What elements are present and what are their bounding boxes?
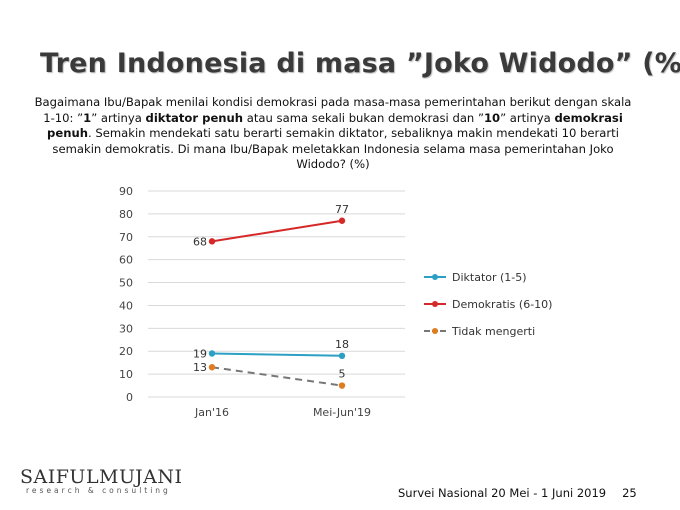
- y-tick-label: 0: [126, 391, 133, 404]
- data-point: [208, 350, 216, 357]
- data-point: [208, 364, 216, 371]
- data-point: [338, 382, 346, 389]
- legend-item: Demokratis (6-10): [424, 295, 552, 313]
- y-tick-label: 30: [119, 322, 133, 335]
- y-tick-label: 20: [119, 345, 133, 358]
- legend-swatch: [424, 274, 446, 280]
- question-part: Bagaimana Ibu/Bapak menilai kondisi demo…: [34, 95, 632, 125]
- slide-title: Tren Indonesia di masa ”Joko Widodo” (%): [40, 48, 680, 79]
- footer: Survei Nasional 20 Mei - 1 Juni 2019 25: [398, 486, 637, 500]
- line-chart: 0 10 20 30 40 50 60 70 80 90 Jan'16 Mei-Jun'19 19 18 6…: [119, 185, 405, 419]
- series-line: [211, 366, 343, 387]
- logo-subtitle: research & consulting: [26, 486, 171, 495]
- data-label: 5: [339, 368, 346, 381]
- y-tick-label: 40: [119, 299, 133, 312]
- x-tick-label: Mei-Jun'19: [313, 406, 371, 419]
- question-part: diktator penuh: [145, 110, 244, 125]
- y-tick-label: 70: [119, 231, 133, 244]
- data-label: 68: [193, 235, 207, 248]
- page-number: 25: [622, 486, 637, 500]
- legend-swatch: [424, 301, 446, 307]
- data-point: [208, 238, 216, 245]
- company-logo: SAIFULMUJANI research & consulting: [20, 466, 182, 495]
- question-part: demokrasi penuh: [47, 110, 623, 141]
- data-point: [338, 352, 346, 359]
- data-label: 19: [193, 348, 207, 361]
- legend-label: Tidak mengerti: [452, 324, 536, 338]
- question-part: . Semakin mendekati satu berarti semakin…: [52, 126, 619, 171]
- y-tick-label: 50: [119, 277, 133, 290]
- data-point: [338, 217, 346, 224]
- y-tick-label: 10: [119, 368, 133, 381]
- legend-swatch: [424, 328, 446, 334]
- legend-label: Diktator (1-5): [452, 270, 527, 284]
- y-tick-label: 90: [119, 185, 133, 198]
- survey-label: Survei Nasional 20 Mei - 1 Juni 2019: [398, 486, 607, 500]
- series-line: [211, 219, 343, 243]
- question-part: atau sama sekali bukan demokrasi dan ”: [243, 110, 484, 125]
- legend-label: Demokratis (6-10): [452, 297, 553, 311]
- data-label: 18: [335, 338, 349, 351]
- data-label: 77: [335, 203, 349, 216]
- x-tick-label: Jan'16: [194, 406, 229, 419]
- question-part: 10: [483, 110, 501, 125]
- question-part: ” artinya: [500, 110, 555, 125]
- series-line: [211, 352, 343, 357]
- chart-legend: Diktator (1-5) Demokratis (6-10) Tidak men…: [424, 268, 552, 349]
- legend-item: Tidak mengerti: [424, 322, 552, 340]
- legend-item: Diktator (1-5): [424, 268, 552, 286]
- survey-question: Bagaimana Ibu/Bapak menilai kondisi demo…: [28, 95, 638, 173]
- question-part: ” artinya: [91, 110, 146, 125]
- data-label: 13: [193, 361, 207, 374]
- y-tick-label: 60: [119, 254, 133, 267]
- logo-text: SAIFULMUJANI: [20, 466, 183, 488]
- question-part: 1: [83, 110, 92, 125]
- y-tick-label: 80: [119, 208, 133, 221]
